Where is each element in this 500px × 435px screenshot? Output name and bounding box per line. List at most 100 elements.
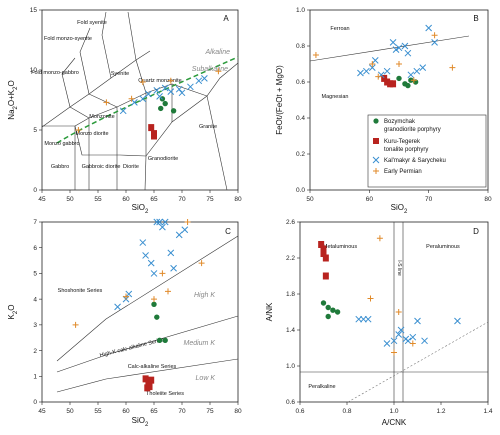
point-bozymchak: [162, 100, 168, 107]
panel-label-a: A: [223, 14, 229, 23]
y-tick-label: 2.2: [286, 255, 295, 262]
point-early-permian: [123, 293, 129, 300]
legend-marker-kalmakyr: [372, 156, 380, 164]
point-kalmakyr: [131, 99, 138, 106]
tas-granite-line: [206, 95, 228, 191]
point-early-permian: [128, 95, 135, 102]
tas-fold-1: [61, 57, 76, 108]
point-early-permian: [376, 235, 383, 242]
x-tick-label: 60: [366, 196, 374, 203]
point-kuru-tegerek: [148, 376, 155, 384]
point-kalmakyr: [419, 64, 427, 71]
point-kalmakyr: [161, 218, 169, 226]
point-kalmakyr: [392, 46, 400, 53]
point-kalmakyr: [125, 290, 133, 298]
peralkaline-diagonal: [347, 321, 489, 403]
point-kalmakyr: [147, 259, 155, 267]
panel-a: Fold syenite Fold monzo-syenite Fold mon…: [31, 9, 239, 191]
x-tick-label: 1.0: [389, 408, 398, 415]
subalkaline-label: Subalkaline: [192, 66, 228, 73]
field-label-high-k: High K: [194, 292, 215, 299]
y-tick-label: 0.4: [296, 115, 305, 122]
point-kalmakyr: [407, 71, 415, 79]
y-tick-label: 7: [33, 219, 37, 226]
point-kalmakyr: [395, 331, 403, 338]
y-tick-label: 6: [33, 245, 37, 252]
y-tick-label: 1.8: [286, 291, 295, 298]
field-label-granodiorite: Granodiorite: [148, 156, 178, 162]
data-points: [72, 24, 461, 392]
tas-diag-2: [88, 93, 118, 108]
legend-label-kuru-1: Kuru-Tegerek: [384, 139, 421, 145]
field-label-gabbroic-diorite: Gabbroic diorite: [82, 164, 121, 170]
y-tick-label: 0.6: [296, 79, 305, 86]
y-tick-label: 2: [33, 348, 37, 355]
legend-label-kalmakyr: Kal'makyr & Sarycheku: [384, 158, 446, 164]
point-kalmakyr: [150, 270, 158, 277]
x-tick-label: 60: [122, 196, 130, 203]
panel-d-xlabel: A/CNK: [382, 418, 407, 427]
field-label-fold-monzo-gabbro: Fold monzo-gabbro: [31, 70, 79, 76]
point-early-permian: [215, 68, 222, 75]
panel-b-ylabel: FeOt/(FeOt + MgO): [275, 65, 284, 135]
panel-label-b: B: [473, 14, 478, 23]
point-kalmakyr: [371, 57, 379, 64]
panel-b: Ferroan Magnesian B Bozymchak granodiori…: [309, 9, 489, 191]
point-kalmakyr: [368, 64, 376, 71]
field-label-gabbro: Gabbro: [51, 164, 69, 170]
x-tick-label: 60: [122, 408, 130, 415]
point-kalmakyr: [175, 85, 183, 93]
field-label-ferroan: Ferroan: [330, 26, 349, 32]
x-tick-label: 50: [306, 196, 314, 203]
point-early-permian: [184, 219, 191, 225]
y-tick-label: 0.2: [296, 151, 305, 158]
y-tick-label: 10: [30, 67, 38, 74]
point-kuru-tegerek: [322, 272, 329, 280]
point-early-permian: [165, 288, 171, 295]
legend-label-permian: Early Permian: [384, 169, 422, 175]
x-tick-label: 80: [484, 196, 492, 203]
point-kalmakyr: [119, 107, 127, 115]
y-tick-label: 5: [33, 271, 37, 278]
y-tick-label: 1.4: [286, 327, 295, 334]
field-label-shoshonite: Shoshonite Series: [58, 288, 103, 294]
point-kalmakyr: [383, 340, 391, 347]
legend-label-bozymchak-1: Bozymchak: [384, 119, 416, 125]
panel-a-frame: [41, 9, 239, 191]
point-bozymchak: [151, 301, 157, 307]
field-label-medium-k: Medium K: [183, 340, 215, 347]
field-label-fold-syenite: Fold syenite: [77, 20, 107, 26]
field-label-monzo-diorite: Monzo diorite: [75, 131, 108, 137]
point-kuru-tegerek: [320, 250, 327, 257]
x-tick-label: 80: [234, 408, 242, 415]
panel-a-xlabel: SiO2: [132, 203, 149, 215]
y-tick-label: 1: [33, 373, 37, 380]
point-kalmakyr: [414, 317, 421, 325]
y-tick-label: 3: [33, 322, 37, 329]
x-tick-label: 1.2: [436, 408, 445, 415]
field-label-syenite: Syenite: [111, 71, 129, 77]
legend-label-kuru-2: tonalite porphyry: [384, 147, 428, 153]
panel-d: Metaluminous Peraluminous Peralkaline I-…: [299, 221, 489, 403]
point-kalmakyr: [357, 69, 364, 77]
point-kalmakyr: [431, 39, 438, 46]
alkaline-subalkaline-divider: [56, 56, 239, 144]
x-tick-label: 65: [150, 408, 158, 415]
panel-b-xlabel: SiO2: [391, 203, 408, 215]
tas-granodiorite-line: [144, 155, 147, 191]
point-early-permian: [431, 32, 438, 39]
point-kalmakyr: [139, 95, 147, 103]
point-kalmakyr: [139, 239, 147, 246]
x-tick-label: 75: [206, 408, 214, 415]
point-early-permian: [409, 340, 416, 347]
panel-b-legend: Bozymchak granodiorite porphyry Kuru-Teg…: [367, 114, 487, 188]
field-label-peraluminous: Peraluminous: [426, 244, 460, 250]
point-early-permian: [72, 321, 79, 328]
field-label-metaluminous: Metaluminous: [323, 244, 357, 250]
point-early-permian: [410, 77, 417, 84]
point-kalmakyr: [181, 226, 189, 234]
point-kalmakyr: [397, 326, 405, 334]
panel-c: Shoshonite Series High K High-K calc-alk…: [41, 221, 239, 403]
point-kalmakyr: [156, 93, 163, 100]
point-kuru-tegerek: [146, 383, 153, 391]
